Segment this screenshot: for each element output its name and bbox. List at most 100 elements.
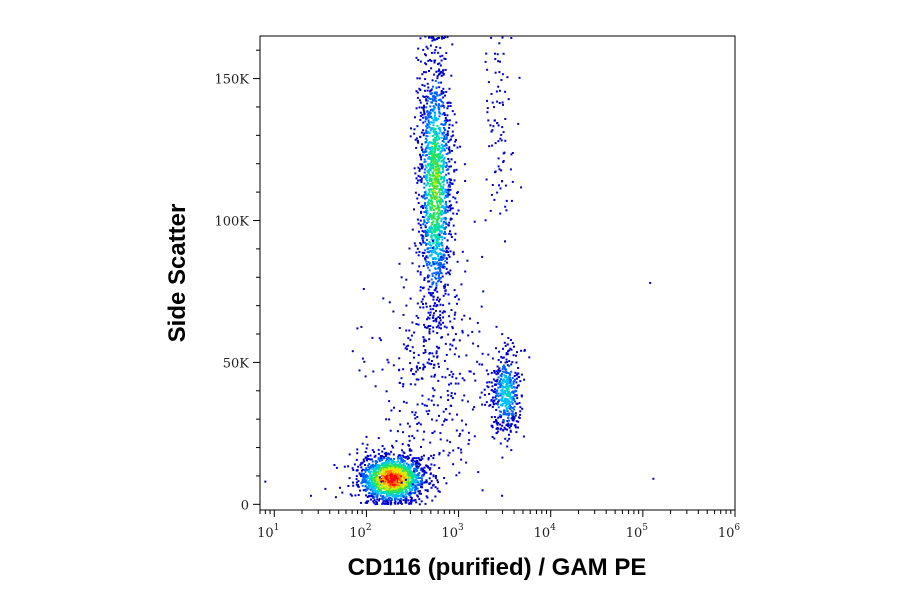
- data-point: [376, 464, 379, 466]
- data-point: [440, 70, 443, 73]
- data-point: [411, 411, 414, 414]
- data-point: [410, 492, 413, 495]
- data-point: [430, 217, 433, 219]
- data-point: [368, 495, 370, 498]
- data-point: [407, 463, 410, 466]
- data-point: [428, 190, 431, 193]
- data-point: [436, 180, 439, 183]
- data-point: [364, 501, 367, 504]
- data-point: [421, 402, 424, 405]
- data-point: [385, 498, 387, 501]
- data-point: [455, 201, 458, 204]
- data-point: [370, 458, 373, 461]
- data-point: [443, 220, 445, 223]
- data-point: [419, 219, 422, 222]
- data-point: [381, 502, 384, 505]
- data-point: [504, 411, 507, 414]
- data-point: [444, 260, 447, 263]
- data-point: [489, 209, 492, 212]
- data-point: [348, 477, 351, 480]
- data-point: [428, 153, 431, 155]
- data-point: [431, 92, 434, 95]
- data-point: [426, 131, 429, 134]
- data-point: [405, 489, 408, 491]
- data-point: [515, 420, 518, 423]
- data-point: [528, 356, 531, 359]
- data-point: [361, 357, 364, 360]
- data-point: [501, 367, 504, 370]
- data-point: [411, 499, 414, 502]
- data-point: [382, 455, 385, 458]
- data-point: [432, 38, 435, 41]
- data-point: [444, 227, 447, 230]
- data-point: [438, 99, 441, 101]
- data-point: [481, 363, 484, 366]
- data-point: [421, 470, 424, 473]
- data-point: [432, 483, 435, 486]
- data-point: [430, 363, 433, 366]
- data-point: [393, 406, 395, 409]
- data-point: [409, 488, 412, 490]
- data-point: [498, 383, 501, 386]
- data-point: [407, 443, 410, 446]
- data-point: [443, 144, 446, 147]
- data-point: [417, 323, 420, 326]
- data-point: [450, 394, 453, 397]
- data-point: [511, 180, 514, 183]
- data-point: [495, 379, 498, 382]
- data-point: [439, 146, 442, 149]
- data-point: [369, 454, 372, 457]
- data-point: [492, 400, 495, 403]
- data-point: [429, 93, 432, 96]
- data-point: [389, 497, 391, 500]
- data-point: [415, 488, 417, 491]
- data-point: [445, 200, 447, 203]
- data-point: [433, 143, 436, 146]
- data-point: [519, 380, 522, 383]
- data-point: [366, 474, 369, 477]
- data-point: [399, 489, 402, 492]
- data-point: [505, 403, 508, 406]
- data-point: [419, 463, 422, 466]
- data-point: [432, 187, 435, 190]
- data-point: [508, 412, 511, 415]
- data-point: [418, 490, 421, 493]
- data-point: [436, 290, 439, 293]
- x-tick-label: 105: [626, 523, 649, 541]
- data-point: [505, 413, 508, 416]
- data-point: [351, 350, 354, 353]
- data-point: [442, 101, 445, 104]
- data-point: [432, 121, 435, 124]
- data-point: [390, 497, 393, 500]
- data-point: [435, 86, 438, 89]
- data-point: [442, 193, 445, 196]
- data-point: [387, 485, 389, 488]
- data-point: [439, 262, 442, 265]
- data-point: [421, 298, 424, 301]
- data-point: [428, 291, 430, 294]
- data-point: [443, 477, 446, 479]
- data-point: [431, 249, 434, 252]
- data-point: [378, 465, 381, 467]
- data-point: [343, 465, 346, 468]
- data-point: [405, 501, 408, 504]
- data-point: [427, 251, 430, 253]
- data-point: [430, 228, 433, 231]
- data-point: [496, 53, 499, 56]
- data-point: [438, 212, 441, 215]
- data-point: [436, 211, 439, 214]
- data-point: [421, 467, 424, 470]
- data-point: [430, 486, 433, 489]
- data-point: [417, 421, 420, 424]
- data-point: [433, 177, 436, 179]
- data-point: [401, 449, 403, 452]
- data-point: [414, 244, 417, 247]
- data-point: [495, 392, 498, 394]
- data-point: [438, 233, 441, 236]
- data-point: [428, 227, 431, 230]
- data-point: [403, 481, 406, 484]
- data-point: [371, 460, 374, 463]
- data-point: [444, 418, 447, 421]
- data-point: [362, 474, 365, 476]
- data-point: [501, 393, 504, 396]
